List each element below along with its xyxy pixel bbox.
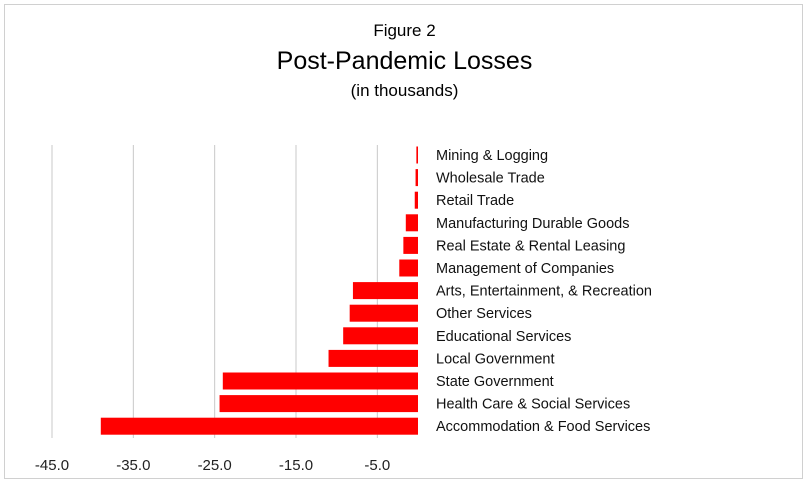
- bar: [343, 327, 418, 345]
- x-tick-label: -25.0: [198, 457, 232, 474]
- bar: [416, 146, 418, 164]
- bar: [403, 236, 418, 254]
- chart-title-block: Figure 2 Post-Pandemic Losses (in thousa…: [0, 20, 809, 102]
- bar: [349, 304, 418, 322]
- bar: [415, 169, 418, 187]
- x-tick-label: -15.0: [279, 457, 313, 474]
- x-tick-label: -5.0: [364, 457, 390, 474]
- category-label: Educational Services: [436, 329, 571, 345]
- x-tick-label: -45.0: [35, 457, 69, 474]
- bar: [399, 259, 418, 277]
- chart-units: (in thousands): [350, 81, 459, 100]
- chart-title: Post-Pandemic Losses: [276, 47, 533, 75]
- category-label: Retail Trade: [436, 193, 514, 209]
- category-label: Mining & Logging: [436, 148, 548, 164]
- category-label: Health Care & Social Services: [436, 397, 630, 413]
- category-label: Local Government: [436, 351, 554, 367]
- bar: [414, 191, 418, 209]
- category-label: Manufacturing Durable Goods: [436, 216, 629, 232]
- category-label: Wholesale Trade: [436, 171, 545, 187]
- bar: [219, 395, 418, 413]
- category-label: Other Services: [436, 306, 532, 322]
- figure-label: Figure 2: [373, 21, 436, 40]
- category-label: Accommodation & Food Services: [436, 419, 650, 435]
- bar: [352, 282, 418, 300]
- bar: [222, 372, 418, 390]
- category-label: Real Estate & Rental Leasing: [436, 238, 625, 254]
- category-label: State Government: [436, 374, 554, 390]
- category-label: Arts, Entertainment, & Recreation: [436, 284, 652, 300]
- bar: [100, 417, 419, 435]
- category-label: Management of Companies: [436, 261, 614, 277]
- bar: [405, 214, 418, 232]
- bar: [328, 349, 418, 367]
- x-tick-label: -35.0: [116, 457, 150, 474]
